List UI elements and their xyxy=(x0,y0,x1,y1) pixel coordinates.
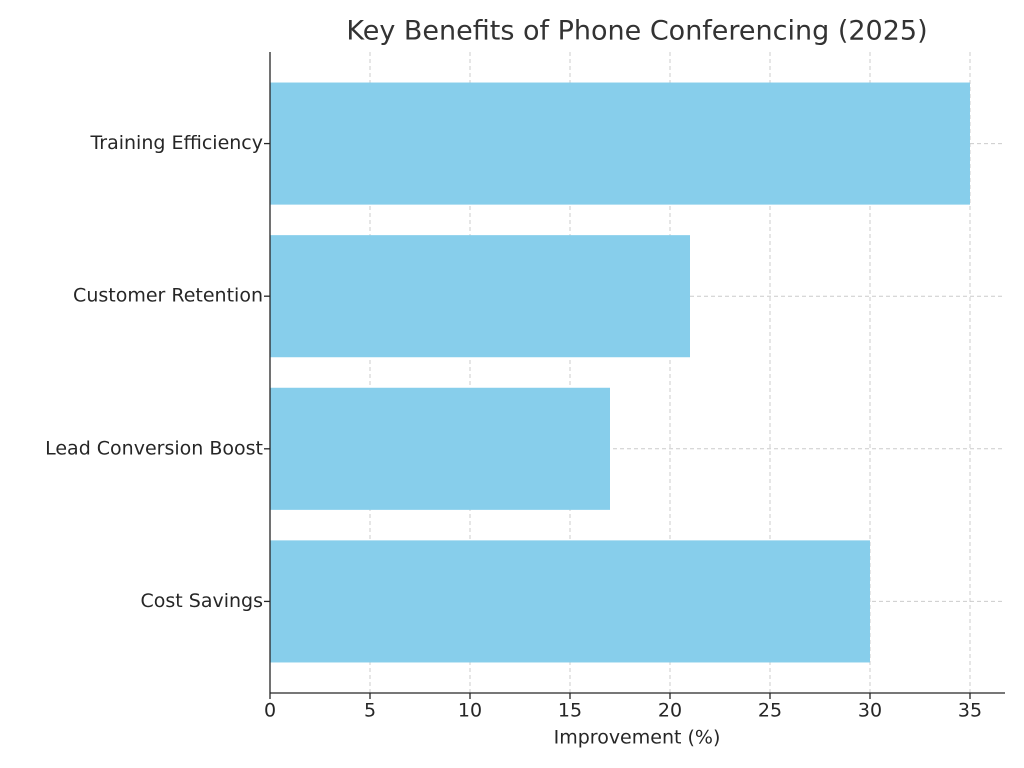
x-tick-label: 5 xyxy=(364,700,376,722)
x-tick-label: 10 xyxy=(458,700,482,722)
y-tick-label: Cost Savings xyxy=(140,590,263,612)
x-tick-label: 20 xyxy=(658,700,682,722)
x-tick-label: 15 xyxy=(558,700,582,722)
y-tick-label: Training Efficiency xyxy=(89,132,263,154)
y-tick-label: Customer Retention xyxy=(73,285,263,307)
bar xyxy=(270,82,970,205)
bar xyxy=(270,387,610,510)
x-tick-label: 0 xyxy=(264,700,276,722)
x-tick-label: 35 xyxy=(958,700,982,722)
chart-title: Key Benefits of Phone Conferencing (2025… xyxy=(346,16,927,47)
x-tick-label: 25 xyxy=(758,700,782,722)
y-tick-label: Lead Conversion Boost xyxy=(45,437,263,459)
bar xyxy=(270,540,870,663)
x-tick-label: 30 xyxy=(858,700,882,722)
bar xyxy=(270,235,690,358)
x-axis-label: Improvement (%) xyxy=(554,727,721,749)
